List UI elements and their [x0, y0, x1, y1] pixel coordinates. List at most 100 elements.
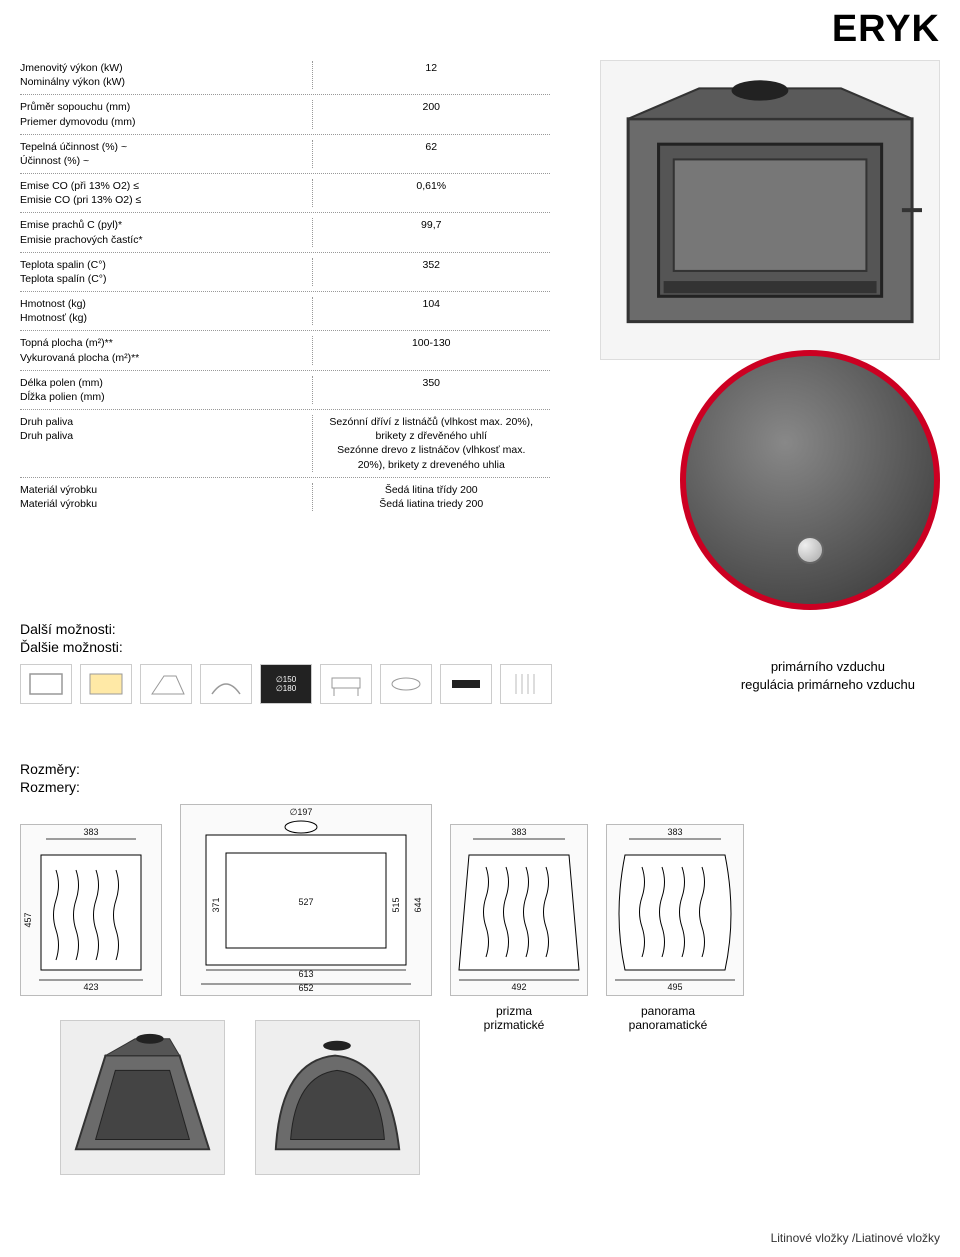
- spec-row: Tepelná účinnost (%) ~ Účinnost (%) ~ 62: [20, 135, 550, 174]
- spec-label: Materiál výrobku Materiál výrobku: [20, 483, 312, 511]
- spec-value: 12: [312, 61, 551, 89]
- variant-label-sk: prizmatické: [446, 1018, 582, 1032]
- svg-text:652: 652: [298, 983, 313, 993]
- air-regulation-label: primárního vzduchu regulácia primárneho …: [741, 658, 915, 693]
- footer-text: Litinové vložky /Liatinové vložky: [771, 1231, 940, 1245]
- svg-text:495: 495: [667, 982, 682, 992]
- detail-zoom-circle: [680, 350, 940, 610]
- spec-label: Emise CO (při 13% O2) ≤ Emisie CO (pri 1…: [20, 179, 312, 207]
- option-icons-row: ∅150 ∅180: [20, 664, 580, 704]
- brand-title: ERYK: [832, 8, 940, 51]
- variant-label-cz: prizma: [446, 1004, 582, 1018]
- spec-value: 0,61%: [312, 179, 551, 207]
- spec-label: Emise prachů C (pyl)* Emisie prachových …: [20, 218, 312, 246]
- spec-row: Topná plocha (m²)** Vykurovaná plocha (m…: [20, 331, 550, 370]
- spec-value-line: brikety z dřevěného uhlí: [317, 429, 547, 443]
- spec-label: Topná plocha (m²)** Vykurovaná plocha (m…: [20, 336, 312, 364]
- drawing-front-wide: ∅197 527 371 515 644 613 652: [180, 804, 432, 996]
- spec-row: Jmenovitý výkon (kW) Nominálny výkon (kW…: [20, 56, 550, 95]
- spec-label-sk: Vykurovaná plocha (m²)**: [20, 351, 312, 365]
- spec-row: Teplota spalin (C°) Teplota spalín (C°) …: [20, 253, 550, 292]
- product-photo: [600, 60, 940, 360]
- spec-row: Emise prachů C (pyl)* Emisie prachových …: [20, 213, 550, 252]
- options-title-sk: Ďalšie možnosti:: [20, 638, 580, 656]
- spec-label: Hmotnost (kg) Hmotnosť (kg): [20, 297, 312, 325]
- svg-text:644: 644: [413, 898, 423, 913]
- spec-label: Tepelná účinnost (%) ~ Účinnost (%) ~: [20, 140, 312, 168]
- spec-value: 99,7: [312, 218, 551, 246]
- spec-label-sk: Priemer dymovodu (mm): [20, 115, 312, 129]
- option-icon: [320, 664, 372, 704]
- option-icon: [200, 664, 252, 704]
- spec-label-cz: Průměr sopouchu (mm): [20, 100, 312, 114]
- svg-text:383: 383: [511, 827, 526, 837]
- drawings-row: 383 457 423 ∅197 527: [20, 804, 940, 996]
- spec-value-line: Sezónne drevo z listnáčov (vlhkosť max.: [317, 443, 547, 457]
- spec-label-cz: Materiál výrobku: [20, 483, 312, 497]
- option-icon: [440, 664, 492, 704]
- spec-value: 352: [312, 258, 551, 286]
- variant-label-panorama: panorama panoramatické: [600, 1004, 736, 1032]
- spec-label-cz: Tepelná účinnost (%) ~: [20, 140, 312, 154]
- dimensions-title: Rozměry: Rozmery:: [20, 760, 940, 796]
- spec-label: Jmenovitý výkon (kW) Nominálny výkon (kW…: [20, 61, 312, 89]
- variant-photo-prizma: [60, 1020, 225, 1175]
- drawing-prizma: 383 492: [450, 824, 588, 996]
- spec-value: Šedá litina třídy 200 Šedá liatina tried…: [312, 483, 551, 511]
- air-label-sk: regulácia primárneho vzduchu: [741, 676, 915, 694]
- spec-label-sk: Emisie prachových častíc*: [20, 233, 312, 247]
- spec-label-sk: Teplota spalín (C°): [20, 272, 312, 286]
- spec-label-cz: Druh paliva: [20, 415, 312, 429]
- svg-text:527: 527: [298, 897, 313, 907]
- spec-value-line: Šedá litina třídy 200: [317, 483, 547, 497]
- spec-row: Délka polen (mm) Dĺžka polien (mm) 350: [20, 371, 550, 410]
- spec-label: Průměr sopouchu (mm) Priemer dymovodu (m…: [20, 100, 312, 128]
- spec-row: Druh paliva Druh paliva Sezónní dříví z …: [20, 410, 550, 478]
- drawing-panorama: 383 495: [606, 824, 744, 996]
- air-label-cz: primárního vzduchu: [741, 658, 915, 676]
- spec-label-sk: Nominálny výkon (kW): [20, 75, 312, 89]
- svg-text:∅197: ∅197: [290, 807, 313, 817]
- spec-label: Teplota spalin (C°) Teplota spalín (C°): [20, 258, 312, 286]
- spec-row: Hmotnost (kg) Hmotnosť (kg) 104: [20, 292, 550, 331]
- option-icon: [80, 664, 132, 704]
- options-block: Další možnosti: Ďalšie možnosti: ∅150 ∅1…: [20, 620, 580, 704]
- options-title-cz: Další možnosti:: [20, 620, 580, 638]
- svg-text:383: 383: [667, 827, 682, 837]
- svg-text:492: 492: [511, 982, 526, 992]
- spec-label-sk: Hmotnosť (kg): [20, 311, 312, 325]
- spec-label-sk: Druh paliva: [20, 429, 312, 443]
- spec-label-cz: Délka polen (mm): [20, 376, 312, 390]
- variant-label-sk: panoramatické: [600, 1018, 736, 1032]
- spec-value: 100-130: [312, 336, 551, 364]
- spec-label-cz: Teplota spalin (C°): [20, 258, 312, 272]
- option-icon-diameter: ∅150 ∅180: [260, 664, 312, 704]
- options-title: Další možnosti: Ďalšie možnosti:: [20, 620, 580, 656]
- spec-label: Délka polen (mm) Dĺžka polien (mm): [20, 376, 312, 404]
- variant-photo-panorama: [255, 1020, 420, 1175]
- spec-row: Průměr sopouchu (mm) Priemer dymovodu (m…: [20, 95, 550, 134]
- spec-label: Druh paliva Druh paliva: [20, 415, 312, 472]
- spec-row: Emise CO (při 13% O2) ≤ Emisie CO (pri 1…: [20, 174, 550, 213]
- spec-value: 200: [312, 100, 551, 128]
- spec-value-line: Šedá liatina triedy 200: [317, 497, 547, 511]
- variant-label-cz: panorama: [600, 1004, 736, 1018]
- spec-label-sk: Dĺžka polien (mm): [20, 390, 312, 404]
- svg-text:371: 371: [211, 898, 221, 913]
- spec-value: Sezónní dříví z listnáčů (vlhkost max. 2…: [312, 415, 551, 472]
- spec-table: Jmenovitý výkon (kW) Nominálny výkon (kW…: [20, 56, 550, 516]
- svg-text:515: 515: [391, 898, 401, 913]
- spec-label-cz: Topná plocha (m²)**: [20, 336, 312, 350]
- spec-label-sk: Účinnost (%) ~: [20, 154, 312, 168]
- svg-text:613: 613: [298, 969, 313, 979]
- spec-label-sk: Emisie CO (pri 13% O2) ≤: [20, 193, 312, 207]
- variant-label-prizma: prizma prizmatické: [446, 1004, 582, 1032]
- spec-label-cz: Emise CO (při 13% O2) ≤: [20, 179, 312, 193]
- option-icon: [500, 664, 552, 704]
- spec-row: Materiál výrobku Materiál výrobku Šedá l…: [20, 478, 550, 516]
- spec-label-cz: Emise prachů C (pyl)*: [20, 218, 312, 232]
- spec-value-line: 20%), brikety z dreveného uhlia: [317, 458, 547, 472]
- option-icon: [380, 664, 432, 704]
- spec-label-cz: Hmotnost (kg): [20, 297, 312, 311]
- svg-text:423: 423: [83, 982, 98, 992]
